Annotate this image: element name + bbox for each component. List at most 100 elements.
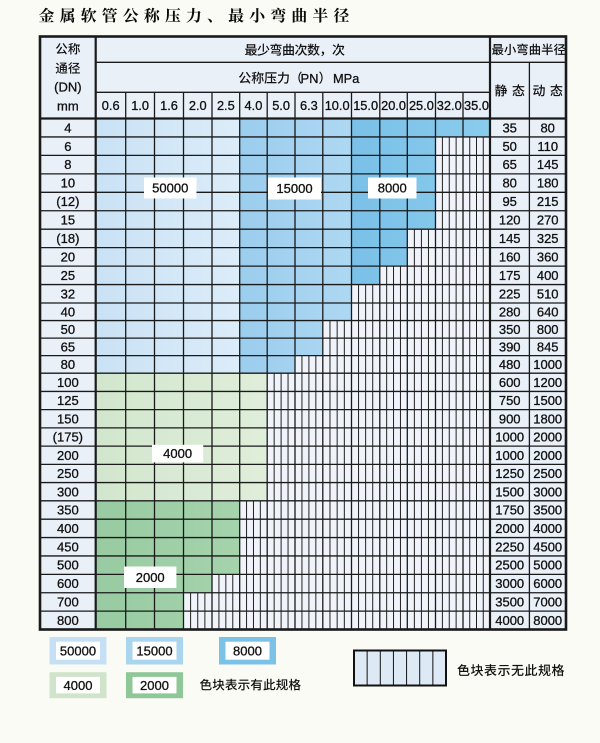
svg-text:2.5: 2.5 <box>217 98 235 113</box>
svg-text:6.3: 6.3 <box>300 98 318 113</box>
svg-text:50: 50 <box>502 139 516 154</box>
svg-text:400: 400 <box>537 268 559 283</box>
svg-text:180: 180 <box>537 176 559 191</box>
svg-text:20.0: 20.0 <box>381 98 406 113</box>
svg-text:1500: 1500 <box>533 393 562 408</box>
svg-text:25.0: 25.0 <box>409 98 434 113</box>
svg-text:2.0: 2.0 <box>189 98 207 113</box>
svg-text:65: 65 <box>61 339 75 354</box>
svg-text:1800: 1800 <box>533 411 562 426</box>
svg-text:4000: 4000 <box>533 521 562 536</box>
svg-text:510: 510 <box>537 286 559 301</box>
svg-text:700: 700 <box>57 595 79 610</box>
svg-text:215: 215 <box>537 194 559 209</box>
svg-text:1.6: 1.6 <box>160 98 178 113</box>
svg-text:600: 600 <box>499 375 521 390</box>
svg-text:3500: 3500 <box>495 595 524 610</box>
svg-text:125: 125 <box>57 393 79 408</box>
svg-text:120: 120 <box>499 213 521 228</box>
svg-text:8000: 8000 <box>378 181 407 196</box>
svg-text:350: 350 <box>57 503 79 518</box>
svg-text:6: 6 <box>64 139 71 154</box>
svg-text:900: 900 <box>499 411 521 426</box>
svg-text:225: 225 <box>499 286 521 301</box>
svg-text:1200: 1200 <box>533 375 562 390</box>
svg-text:MPa: MPa <box>333 71 360 86</box>
svg-text:32.0: 32.0 <box>437 98 462 113</box>
svg-text:1.0: 1.0 <box>131 98 149 113</box>
svg-text:1250: 1250 <box>495 466 524 481</box>
svg-text:250: 250 <box>57 466 79 481</box>
svg-text:8: 8 <box>64 157 71 172</box>
svg-text:50: 50 <box>61 322 75 337</box>
svg-text:65: 65 <box>502 157 516 172</box>
svg-text:2250: 2250 <box>495 539 524 554</box>
svg-text:25: 25 <box>61 268 75 283</box>
svg-text:4000: 4000 <box>64 678 93 693</box>
svg-text:1000: 1000 <box>533 357 562 372</box>
svg-text:450: 450 <box>57 539 79 554</box>
svg-text:160: 160 <box>499 249 521 264</box>
svg-text:845: 845 <box>537 339 559 354</box>
svg-text:4000: 4000 <box>495 613 524 628</box>
svg-text:145: 145 <box>499 231 521 246</box>
svg-text:480: 480 <box>499 357 521 372</box>
svg-text:10.0: 10.0 <box>325 98 350 113</box>
svg-text:80: 80 <box>540 120 554 135</box>
svg-text:(18): (18) <box>56 231 79 246</box>
svg-text:4000: 4000 <box>163 446 192 461</box>
svg-text:1000: 1000 <box>495 430 524 445</box>
svg-text:50000: 50000 <box>60 643 96 658</box>
svg-text:4.0: 4.0 <box>245 98 263 113</box>
svg-text:1500: 1500 <box>495 484 524 499</box>
svg-text:2000: 2000 <box>533 430 562 445</box>
svg-text:80: 80 <box>502 176 516 191</box>
svg-text:600: 600 <box>57 576 79 591</box>
svg-text:150: 150 <box>57 411 79 426</box>
svg-text:10: 10 <box>61 176 75 191</box>
svg-text:2500: 2500 <box>533 466 562 481</box>
svg-text:4500: 4500 <box>533 539 562 554</box>
svg-text:95: 95 <box>502 194 516 209</box>
svg-text:800: 800 <box>57 613 79 628</box>
svg-text:0.6: 0.6 <box>102 98 120 113</box>
svg-text:110: 110 <box>537 139 558 154</box>
svg-text:40: 40 <box>61 304 75 319</box>
svg-text:6000: 6000 <box>533 576 562 591</box>
svg-text:500: 500 <box>57 558 79 573</box>
svg-text:2000: 2000 <box>533 448 562 463</box>
svg-text:8000: 8000 <box>233 643 262 658</box>
svg-text:175: 175 <box>499 268 521 283</box>
svg-text:15000: 15000 <box>276 181 312 196</box>
svg-text:2000: 2000 <box>495 521 524 536</box>
svg-text:8000: 8000 <box>533 613 562 628</box>
svg-text:300: 300 <box>57 484 79 499</box>
svg-text:15.0: 15.0 <box>353 98 378 113</box>
svg-text:2000: 2000 <box>136 570 165 585</box>
svg-text:280: 280 <box>499 304 521 319</box>
svg-text:360: 360 <box>537 249 559 264</box>
svg-text:32: 32 <box>61 286 75 301</box>
svg-text:3000: 3000 <box>495 576 524 591</box>
svg-text:5000: 5000 <box>533 558 562 573</box>
svg-text:35.0: 35.0 <box>464 98 489 113</box>
svg-text:3500: 3500 <box>533 503 562 518</box>
svg-text:800: 800 <box>537 322 559 337</box>
svg-text:(175): (175) <box>53 430 83 445</box>
svg-text:15000: 15000 <box>136 643 172 658</box>
svg-text:mm: mm <box>57 99 79 114</box>
svg-text:100: 100 <box>57 375 79 390</box>
svg-text:(12): (12) <box>56 194 79 209</box>
svg-text:2000: 2000 <box>140 678 169 693</box>
svg-text:640: 640 <box>537 304 559 319</box>
svg-text:200: 200 <box>57 448 79 463</box>
svg-text:PN: PN <box>300 71 318 86</box>
svg-text:35: 35 <box>502 120 516 135</box>
svg-text:390: 390 <box>499 339 521 354</box>
svg-text:750: 750 <box>499 393 521 408</box>
svg-text:350: 350 <box>499 322 521 337</box>
svg-text:1000: 1000 <box>495 448 524 463</box>
svg-text:400: 400 <box>57 521 79 536</box>
svg-text:5.0: 5.0 <box>272 98 290 113</box>
svg-text:1750: 1750 <box>495 503 524 518</box>
